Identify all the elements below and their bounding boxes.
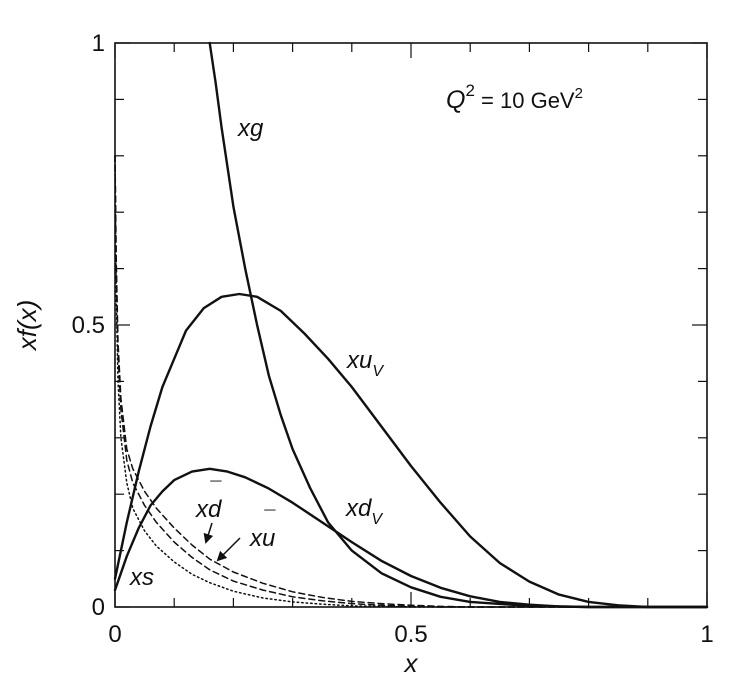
q2-annotation: Q2 = 10 GeV2 (446, 81, 583, 114)
axis-ticks: 0 0.5 1 0 0.5 1 (72, 30, 714, 648)
x-axis-title: x (403, 648, 419, 678)
plot-curves (113, 41, 709, 609)
label-xu-v: xuV (346, 347, 384, 380)
series-xs-line (114, 155, 708, 608)
label-xd-v: xdV (345, 495, 383, 528)
y-tick-label: 1 (92, 30, 105, 57)
xu-bar-arrow (216, 537, 241, 562)
plot-frame (114, 42, 708, 608)
label-arrows (203, 522, 241, 562)
label-xd-bar: xd¯ (195, 479, 222, 523)
y-tick-label: 0 (92, 594, 105, 621)
y-tick-label: 0.5 (72, 312, 105, 339)
unit-exponent: 2 (575, 85, 583, 102)
series-xu-bar-line (114, 155, 708, 608)
x-tick-label: 0 (108, 621, 121, 648)
series-xd-v-line (113, 467, 709, 609)
curve-labels: xg xuV xdV xd¯ xu¯ xs (129, 115, 384, 591)
label-xs: xs (129, 564, 154, 591)
xd-bar-arrow (203, 522, 214, 544)
y-axis-title: xf(x) (12, 300, 42, 353)
q-exponent: 2 (465, 81, 474, 100)
label-xu-bar: xu¯ (249, 508, 276, 552)
label-xg: xg (237, 115, 264, 142)
x-tick-label: 0.5 (394, 621, 427, 648)
series-xd-bar-line (114, 155, 708, 608)
series-xu-v-line (113, 292, 709, 609)
x-tick-label: 1 (700, 621, 713, 648)
series-xg-line (208, 41, 709, 609)
q-value-text: = 10 GeV (475, 88, 575, 113)
q-symbol: Q (446, 86, 465, 114)
